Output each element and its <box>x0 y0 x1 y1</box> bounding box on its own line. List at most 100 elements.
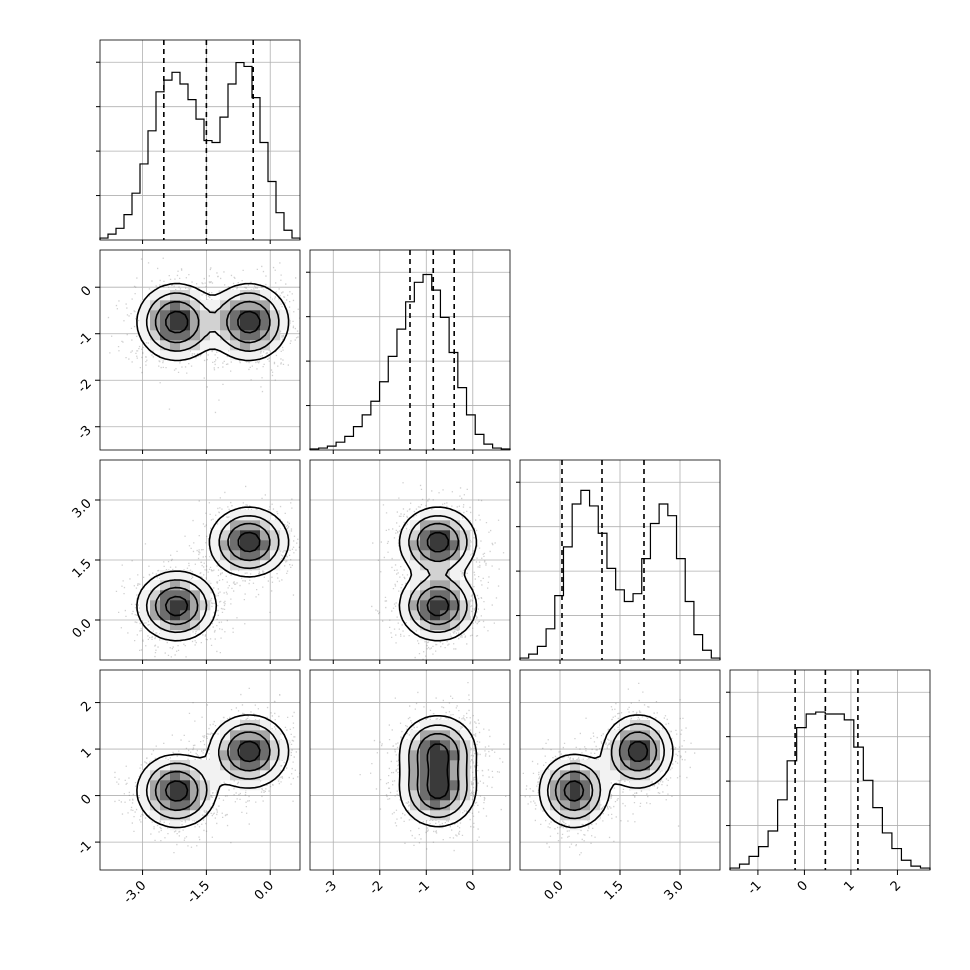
density-cell <box>410 600 421 611</box>
x-tick-label: -3.0 <box>121 878 150 907</box>
density-cell <box>170 810 181 821</box>
density-cell <box>250 760 261 771</box>
density-cell <box>260 760 271 771</box>
density-cell <box>250 300 261 311</box>
density-cell <box>420 610 431 621</box>
density-cell <box>240 530 251 541</box>
density-cell <box>230 290 241 301</box>
density-cell <box>420 510 431 521</box>
density-cell <box>420 620 431 631</box>
density-cell <box>400 610 411 621</box>
density-cell <box>450 520 461 531</box>
density-cell <box>280 540 291 551</box>
density-cell <box>450 720 461 731</box>
y-tick-label: 1.5 <box>70 556 95 581</box>
density-cell <box>180 590 191 601</box>
density-cell <box>150 590 161 601</box>
x-tick-label: -1 <box>413 878 433 898</box>
density-cell <box>610 740 621 751</box>
density-cell <box>420 720 431 731</box>
density-cell <box>440 610 451 621</box>
density-cell <box>170 570 181 581</box>
density-cell <box>190 290 201 301</box>
density-cell <box>280 530 291 541</box>
density-cell <box>260 310 271 321</box>
density-cell <box>230 320 241 331</box>
density-cell <box>180 610 191 621</box>
density-cell <box>270 770 281 781</box>
density-cell <box>210 300 221 311</box>
density-cell <box>140 330 151 341</box>
density-cell <box>420 800 431 811</box>
density-cell <box>430 560 441 571</box>
density-cell <box>220 550 231 561</box>
density-cell <box>630 780 641 791</box>
density-cell <box>150 810 161 821</box>
density-cell <box>170 770 181 781</box>
density-cell <box>660 740 671 751</box>
density-cell <box>560 770 571 781</box>
density-cell <box>450 550 461 561</box>
density-cell <box>210 310 221 321</box>
density-cell <box>220 310 231 321</box>
density-cell <box>160 800 171 811</box>
scatter-panel-4-3 <box>519 669 721 871</box>
density-cell <box>260 320 271 331</box>
density-cell <box>580 780 591 791</box>
density-cell <box>450 760 461 771</box>
y-tick-label: -2 <box>75 376 95 396</box>
density-cell <box>140 590 151 601</box>
density-cell <box>200 780 211 791</box>
density-cell <box>180 300 191 311</box>
density-cell <box>550 810 561 821</box>
density-cell <box>580 790 591 801</box>
density-cell <box>240 720 251 731</box>
contours <box>136 714 290 829</box>
density-cell <box>160 340 171 351</box>
density-cell <box>450 600 461 611</box>
density-cell <box>440 620 451 631</box>
density-cell <box>190 320 201 331</box>
contour-level-1 <box>136 282 290 362</box>
density-cell <box>210 770 221 781</box>
x-tick-label: -1.5 <box>185 878 214 907</box>
density-cell <box>460 760 471 771</box>
density-cell <box>270 750 281 761</box>
density-cell <box>420 520 431 531</box>
density-cell <box>220 750 231 761</box>
density-cell <box>200 300 211 311</box>
density-cell <box>210 750 221 761</box>
y-tick-label: 1 <box>78 745 94 761</box>
density-cell <box>220 540 231 551</box>
density-cell <box>240 730 251 741</box>
density-cell <box>210 320 221 331</box>
density-cell <box>550 790 561 801</box>
density-cell <box>190 800 201 811</box>
density-cell <box>410 590 421 601</box>
density-cell <box>430 570 441 581</box>
density-cell <box>420 770 431 781</box>
density-cell <box>250 740 261 751</box>
density-cell <box>240 320 251 331</box>
density-cell <box>260 290 271 301</box>
y-tick-label: -1 <box>75 838 95 858</box>
density-cell <box>160 630 171 641</box>
density-cell <box>420 750 431 761</box>
density-cell <box>430 780 441 791</box>
density-cell <box>440 600 451 611</box>
density-cell <box>190 590 201 601</box>
density-cell <box>400 600 411 611</box>
x-tick-label: 2 <box>888 878 904 894</box>
density-cell <box>210 550 221 561</box>
density-cell <box>440 550 451 561</box>
density-cell <box>250 540 261 551</box>
density-cell <box>150 610 161 621</box>
density-cell <box>220 340 231 351</box>
density-cell <box>600 750 611 761</box>
density-cell <box>140 310 151 321</box>
density-cell <box>230 510 241 521</box>
density-cell <box>460 620 471 631</box>
hist-panel-2 <box>306 249 511 451</box>
